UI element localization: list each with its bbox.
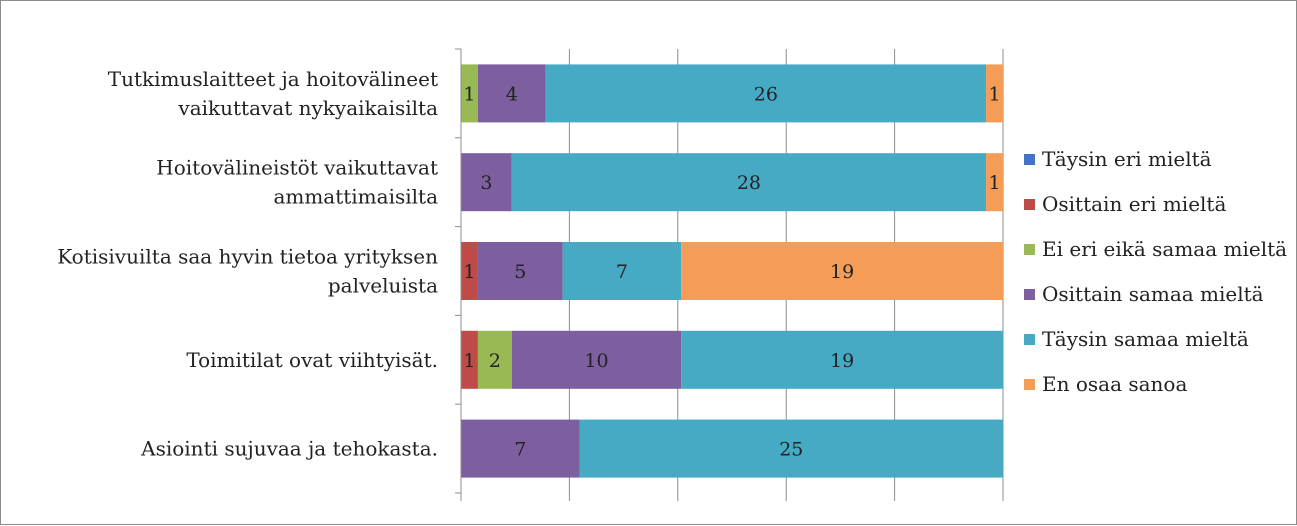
data-label: 10 xyxy=(584,350,608,372)
category-axis xyxy=(455,49,461,493)
category-label: ammattimaisilta xyxy=(273,185,438,209)
data-label: 5 xyxy=(514,261,526,283)
data-label: 28 xyxy=(737,172,761,194)
data-label: 1 xyxy=(988,83,1000,105)
data-label: 7 xyxy=(616,261,628,283)
category-label: Tutkimuslaitteet ja hoitovälineet xyxy=(108,67,438,91)
legend-swatch xyxy=(1024,199,1035,210)
category-label: vaikuttavat nykyaikaisilta xyxy=(177,96,438,120)
data-label: 1 xyxy=(988,172,1000,194)
category-label: palveluista xyxy=(328,274,438,298)
legend-label: Osittain samaa mieltä xyxy=(1042,282,1264,306)
data-label: 1 xyxy=(463,261,475,283)
category-label: Asiointi sujuvaa ja tehokasta. xyxy=(140,437,438,461)
category-labels: Tutkimuslaitteet ja hoitovälineet vaikutt… xyxy=(57,67,438,461)
data-label: 19 xyxy=(830,261,854,283)
legend-swatch xyxy=(1024,154,1035,165)
data-label: 4 xyxy=(506,83,518,105)
legend-label: Täysin eri mieltä xyxy=(1042,147,1212,171)
legend-label: En osaa sanoa xyxy=(1042,372,1187,396)
data-label: 19 xyxy=(830,350,854,372)
category-label: Toimitilat ovat viihtyisät. xyxy=(186,348,438,372)
data-label: 7 xyxy=(514,439,526,461)
legend: Täysin eri mieltä Osittain eri mieltä Ei e… xyxy=(1024,147,1287,396)
legend-swatch xyxy=(1024,334,1035,345)
bars: 1 4 26 13 28 11 5 7 191 2 10 197 25 xyxy=(461,64,1003,477)
category-label: Kotisivuilta saa hyvin tietoa yrityksen xyxy=(57,245,438,269)
data-label: 2 xyxy=(489,350,501,372)
data-label: 26 xyxy=(754,83,778,105)
legend-swatch xyxy=(1024,379,1035,390)
data-label: 1 xyxy=(463,83,475,105)
legend-label: Täysin samaa mieltä xyxy=(1042,327,1249,351)
legend-label: Osittain eri mieltä xyxy=(1042,192,1226,216)
category-label: Hoitovälineistöt vaikuttavat xyxy=(156,156,438,180)
data-label: 3 xyxy=(480,172,492,194)
legend-swatch xyxy=(1024,244,1035,255)
legend-swatch xyxy=(1024,289,1035,300)
legend-label: Ei eri eikä samaa mieltä xyxy=(1042,237,1287,261)
data-label: 25 xyxy=(779,439,803,461)
data-label: 1 xyxy=(463,350,475,372)
